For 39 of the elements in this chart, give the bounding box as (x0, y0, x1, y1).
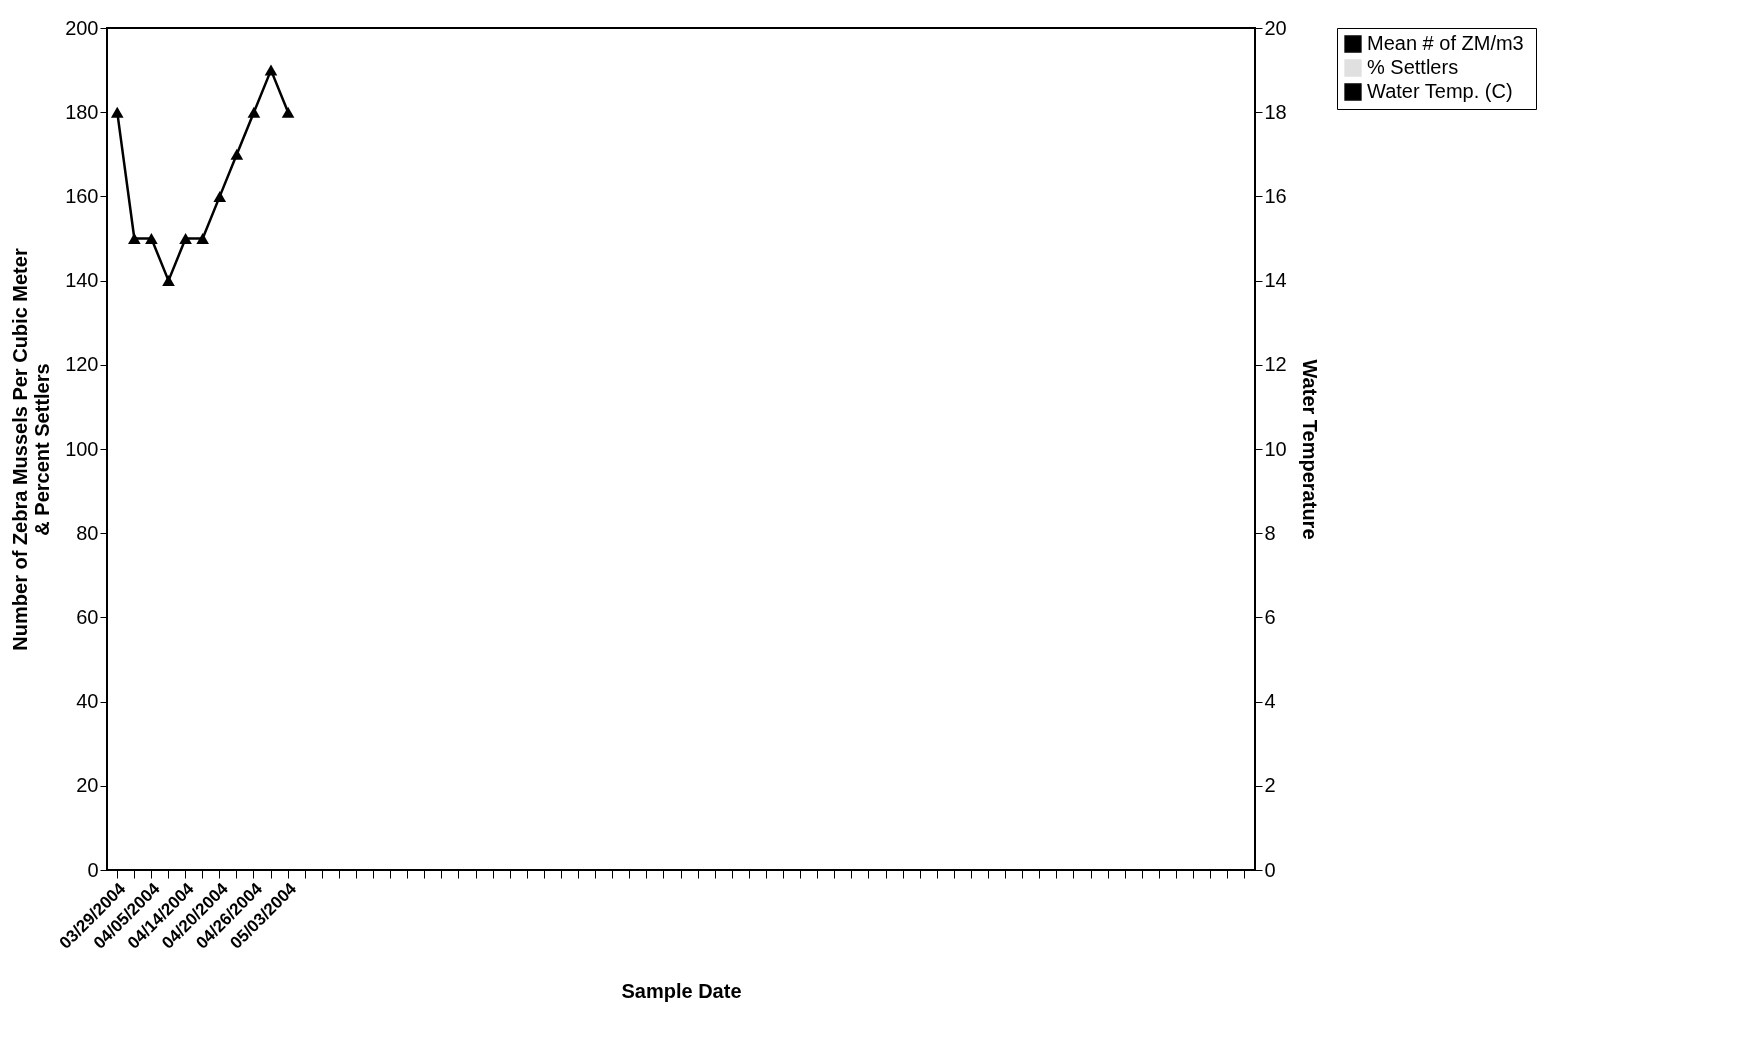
y2-tick-label: 6 (1264, 605, 1276, 628)
y2-tick-label: 12 (1264, 353, 1287, 376)
point (145, 233, 158, 244)
y-axis-title: Number of Zebra Mussels Per Cubic Meter & Percent Settlers (9, 248, 54, 651)
y-tick-label: 80 (76, 521, 99, 544)
point (110, 106, 124, 118)
y2-tick-label: 14 (1264, 269, 1287, 292)
point (230, 148, 244, 160)
y2-tick-label: 20 (1264, 16, 1287, 39)
point (162, 275, 175, 287)
y-tick-label: 0 (87, 858, 99, 881)
x-axis-title: Sample Date (621, 979, 742, 1002)
y2-tick-label: 0 (1264, 858, 1276, 881)
y-tick-label: 40 (76, 690, 99, 713)
y2-tick-label: 16 (1264, 184, 1287, 207)
point (281, 106, 295, 118)
y-tick-label: 140 (65, 269, 99, 292)
y2-tick-label: 2 (1264, 774, 1276, 797)
y-tick-label: 60 (76, 605, 99, 628)
legend-label: % Settlers (1367, 56, 1459, 78)
point (128, 233, 141, 244)
y-tick-label: 120 (65, 353, 99, 376)
y2-tick-label: 10 (1264, 437, 1287, 460)
y2-tick-label: 8 (1264, 521, 1276, 544)
point (213, 190, 227, 202)
y-tick-label: 20 (76, 774, 99, 797)
legend-label: Water Temp. (C) (1367, 80, 1513, 102)
y2-tick-label: 4 (1264, 690, 1276, 713)
y2-tick-label: 18 (1264, 100, 1287, 123)
y2-axis-title: Water Temperature (1298, 359, 1321, 540)
y-tick-label: 100 (65, 437, 99, 460)
point (196, 233, 209, 244)
y-tick-label: 160 (65, 184, 99, 207)
point (264, 64, 278, 76)
y-tick-label: 180 (65, 100, 99, 123)
legend-label: Mean # of ZM/m3 (1367, 32, 1524, 54)
y-tick-label: 200 (65, 16, 99, 39)
point (179, 233, 192, 244)
point (247, 106, 261, 118)
